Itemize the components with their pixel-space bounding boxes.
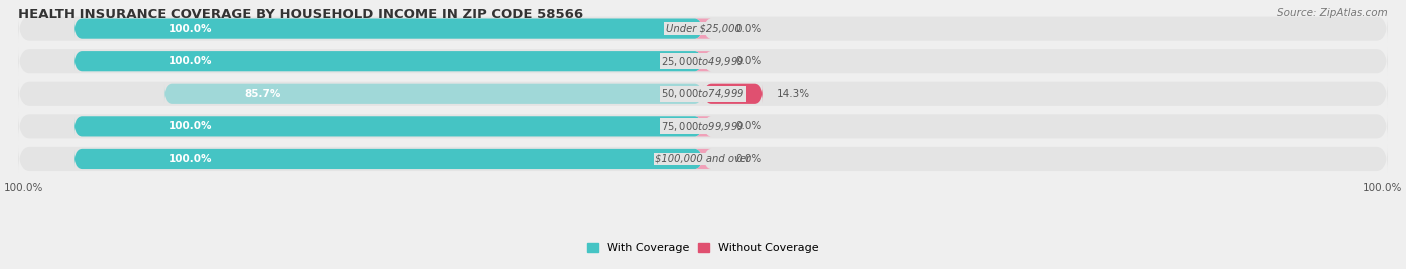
Text: 0.0%: 0.0% [735, 121, 762, 131]
Text: $50,000 to $74,999: $50,000 to $74,999 [661, 87, 745, 100]
Text: 85.7%: 85.7% [245, 89, 281, 99]
FancyBboxPatch shape [695, 19, 711, 39]
Text: 100.0%: 100.0% [169, 121, 212, 131]
Text: 100.0%: 100.0% [4, 183, 44, 193]
Text: 0.0%: 0.0% [735, 24, 762, 34]
FancyBboxPatch shape [18, 112, 1388, 140]
FancyBboxPatch shape [75, 149, 703, 169]
Text: Source: ZipAtlas.com: Source: ZipAtlas.com [1277, 8, 1388, 18]
FancyBboxPatch shape [695, 149, 711, 169]
FancyBboxPatch shape [165, 84, 703, 104]
FancyBboxPatch shape [75, 116, 703, 136]
FancyBboxPatch shape [703, 84, 763, 104]
FancyBboxPatch shape [18, 15, 1388, 43]
Text: 14.3%: 14.3% [778, 89, 810, 99]
FancyBboxPatch shape [695, 51, 711, 71]
FancyBboxPatch shape [75, 19, 703, 39]
Text: 100.0%: 100.0% [169, 56, 212, 66]
Text: HEALTH INSURANCE COVERAGE BY HOUSEHOLD INCOME IN ZIP CODE 58566: HEALTH INSURANCE COVERAGE BY HOUSEHOLD I… [18, 8, 583, 21]
Text: 0.0%: 0.0% [735, 56, 762, 66]
FancyBboxPatch shape [695, 116, 711, 136]
FancyBboxPatch shape [18, 47, 1388, 75]
FancyBboxPatch shape [18, 80, 1388, 108]
Text: 100.0%: 100.0% [1362, 183, 1402, 193]
Text: Under $25,000: Under $25,000 [665, 24, 741, 34]
FancyBboxPatch shape [75, 51, 703, 71]
Text: 0.0%: 0.0% [735, 154, 762, 164]
FancyBboxPatch shape [18, 145, 1388, 173]
Text: $25,000 to $49,999: $25,000 to $49,999 [661, 55, 745, 68]
Text: 100.0%: 100.0% [169, 24, 212, 34]
Text: $75,000 to $99,999: $75,000 to $99,999 [661, 120, 745, 133]
Text: $100,000 and over: $100,000 and over [655, 154, 751, 164]
Text: 100.0%: 100.0% [169, 154, 212, 164]
Legend: With Coverage, Without Coverage: With Coverage, Without Coverage [588, 243, 818, 253]
